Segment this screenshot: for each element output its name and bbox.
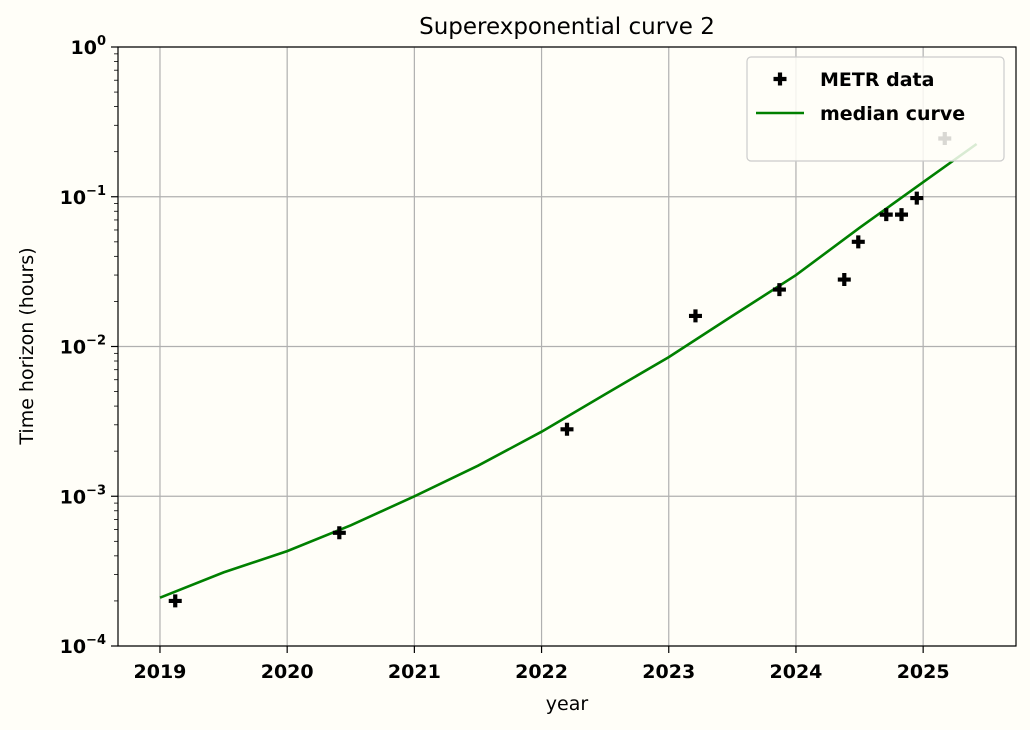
data-point bbox=[910, 191, 924, 205]
median-curve-line bbox=[159, 142, 978, 599]
data-point bbox=[688, 309, 702, 323]
curves bbox=[159, 142, 978, 599]
data-point bbox=[168, 594, 182, 608]
legend-label-metr: METR data bbox=[820, 69, 934, 91]
x-tick-label: 2021 bbox=[388, 661, 441, 683]
data-point bbox=[879, 208, 893, 222]
data-point bbox=[772, 283, 786, 297]
x-axis-label: year bbox=[546, 693, 589, 715]
x-tick-label: 2020 bbox=[261, 661, 314, 683]
x-tick-label: 2022 bbox=[515, 661, 568, 683]
markers bbox=[168, 131, 952, 608]
data-point bbox=[560, 422, 574, 436]
legend-plus-marker bbox=[773, 72, 787, 86]
legend: METR data median curve bbox=[746, 56, 1005, 162]
x-tick-label: 2024 bbox=[770, 661, 823, 683]
minor-ticks bbox=[114, 53, 118, 602]
x-ticks: 2019 2020 2021 2022 2023 2024 2025 bbox=[134, 646, 950, 683]
legend-box bbox=[746, 56, 1005, 162]
y-axis-label: Time horizon (hours) bbox=[16, 247, 38, 445]
y-tick-label: 10−1 bbox=[60, 184, 106, 209]
legend-label-median: median curve bbox=[820, 103, 965, 125]
y-tick-label: 10−3 bbox=[60, 483, 106, 508]
x-tick-label: 2023 bbox=[642, 661, 695, 683]
y-tick-label: 100 bbox=[71, 34, 107, 59]
y-ticks: 10−4 10−3 10−2 10−1 100 bbox=[60, 34, 118, 658]
x-tick-label: 2019 bbox=[134, 661, 187, 683]
legend-marker-metr bbox=[773, 72, 787, 86]
data-point bbox=[895, 208, 909, 222]
chart-title: Superexponential curve 2 bbox=[419, 14, 715, 40]
y-tick-label: 10−4 bbox=[60, 633, 106, 658]
y-tick-label: 10−2 bbox=[60, 334, 106, 359]
data-point bbox=[851, 235, 865, 249]
data-point bbox=[837, 273, 851, 287]
x-tick-label: 2025 bbox=[897, 661, 950, 683]
data-point bbox=[332, 526, 346, 540]
